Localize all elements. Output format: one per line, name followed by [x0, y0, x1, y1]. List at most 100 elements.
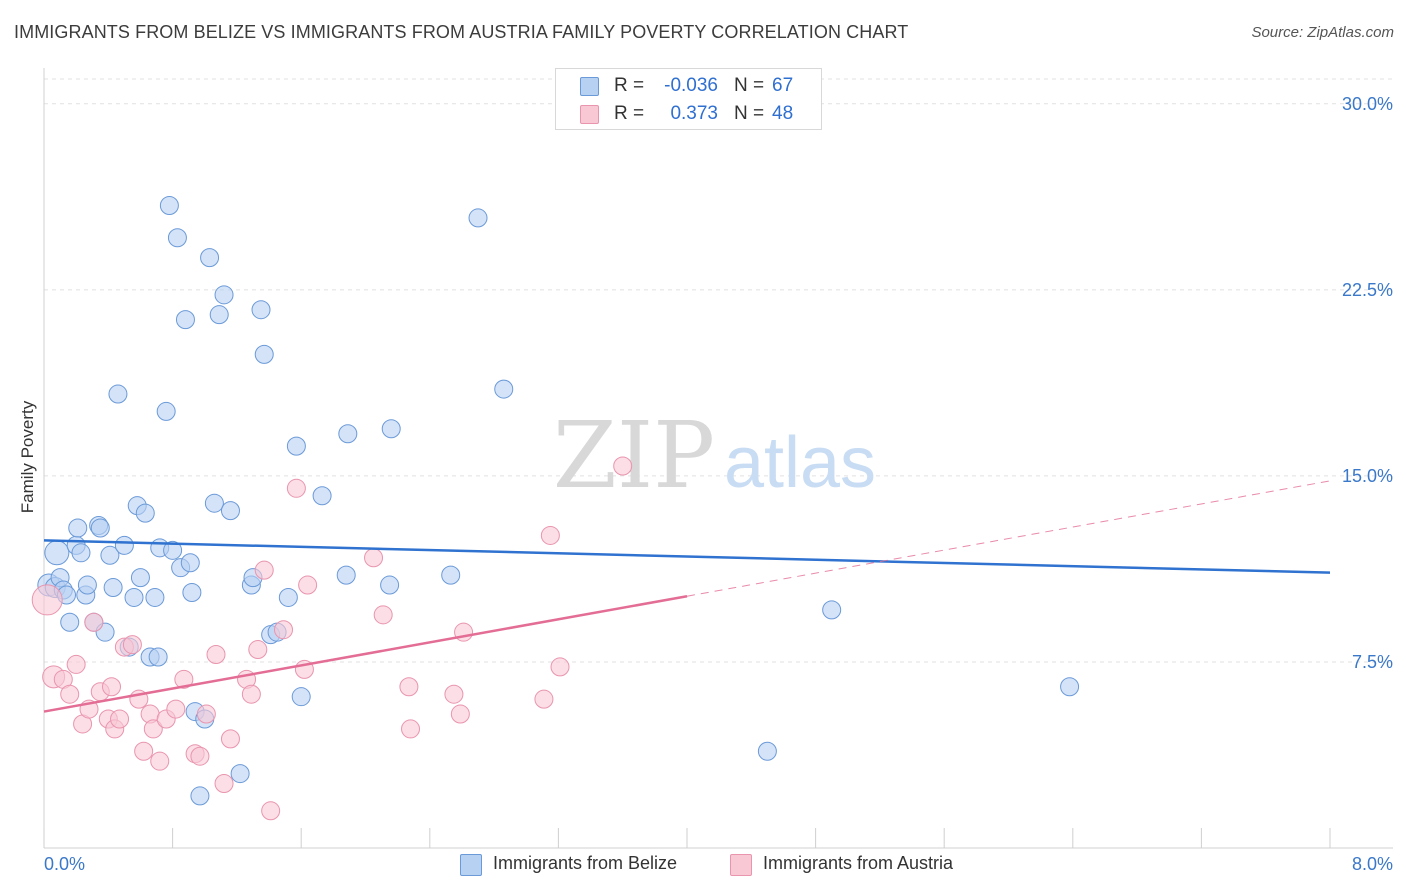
- belize-point: [338, 424, 358, 444]
- legend-r-label: R =: [614, 75, 645, 96]
- austria-point: [143, 719, 163, 739]
- belize-point: [44, 540, 70, 566]
- austria-point: [399, 677, 419, 697]
- belize-point: [220, 501, 240, 521]
- austria-point: [248, 640, 268, 660]
- belize-point: [1060, 677, 1080, 697]
- belize-point: [68, 518, 88, 538]
- austria-point: [274, 620, 294, 640]
- belize-point: [190, 786, 210, 806]
- belize-point: [204, 493, 224, 513]
- x-tick-label-max: 8.0%: [1352, 854, 1393, 874]
- austria-point: [190, 746, 210, 766]
- austria-point: [166, 699, 186, 719]
- belize-point: [312, 486, 332, 506]
- austria-point: [286, 478, 306, 498]
- belize-point: [130, 568, 150, 588]
- belize-point: [182, 582, 202, 602]
- belize-point: [822, 600, 842, 620]
- belize-point: [124, 587, 144, 607]
- belize-point: [60, 612, 80, 632]
- belize-point: [757, 741, 777, 761]
- legend-row-austria: R = 0.373 N = 48: [556, 101, 821, 127]
- source-label: Source: ZipAtlas.com: [1251, 24, 1394, 41]
- austria-point: [373, 605, 393, 625]
- chart-title: IMMIGRANTS FROM BELIZE VS IMMIGRANTS FRO…: [14, 22, 909, 42]
- points-layer: [31, 196, 1080, 821]
- austria-point: [206, 645, 226, 665]
- austria-point: [241, 684, 261, 704]
- belize-point: [71, 543, 91, 563]
- belize-point: [291, 687, 311, 707]
- legend-n-label: N =: [734, 75, 765, 96]
- legend-n-value: 48: [772, 103, 794, 124]
- belize-point: [135, 503, 155, 523]
- trend-layer: [43, 480, 1331, 713]
- belize-point: [180, 553, 200, 573]
- y-tick-label: 7.5%: [1352, 652, 1393, 672]
- legend-n-label: N =: [734, 103, 765, 124]
- belize-point: [159, 196, 179, 216]
- belize-point: [100, 545, 120, 565]
- austria-point: [150, 751, 170, 771]
- series-legend: Immigrants from Belize Immigrants from A…: [0, 852, 1406, 878]
- y-tick-label: 15.0%: [1342, 466, 1393, 486]
- austria-point: [134, 741, 154, 761]
- legend-r-label: R =: [614, 103, 645, 124]
- x-tick-label-min: 0.0%: [44, 854, 85, 874]
- austria-point: [60, 684, 80, 704]
- belize-point: [200, 248, 220, 268]
- austria-point: [613, 456, 633, 476]
- series-legend-label: Immigrants from Belize: [493, 853, 678, 873]
- tick-labels: 0.0% 8.0% 7.5% 15.0% 22.5% 30.0%: [44, 94, 1393, 874]
- series-swatch-blue: [460, 854, 482, 876]
- belize-point: [163, 540, 183, 560]
- belize-point: [254, 344, 274, 364]
- belize-point: [108, 384, 128, 404]
- austria-point: [122, 635, 142, 655]
- austria-point: [550, 657, 570, 677]
- legend-swatch-pink: [580, 105, 599, 124]
- legend-swatch-blue: [580, 77, 599, 96]
- belize-point: [230, 764, 250, 784]
- watermark: ZIP atlas: [553, 402, 876, 509]
- austria-point: [444, 684, 464, 704]
- austria-point: [220, 729, 240, 749]
- y-tick-label: 22.5%: [1342, 280, 1393, 300]
- legend-r-value: -0.036: [664, 75, 718, 96]
- belize-point: [251, 300, 271, 320]
- belize-point: [336, 565, 356, 585]
- austria-point: [84, 612, 104, 632]
- belize-trend-line: [43, 539, 1331, 574]
- austria-point: [450, 704, 470, 724]
- austria-point: [102, 677, 122, 697]
- belize-point: [468, 208, 488, 228]
- belize-point: [145, 587, 165, 607]
- belize-point: [286, 436, 306, 456]
- austria-trend-extension: [686, 480, 1331, 597]
- series-swatch-pink: [730, 854, 752, 876]
- belize-point: [114, 535, 134, 555]
- watermark-atlas: atlas: [724, 423, 876, 503]
- austria-trend-line: [43, 594, 688, 713]
- belize-point: [278, 587, 298, 607]
- legend-row-belize: R = -0.036 N = 67: [556, 73, 821, 99]
- belize-point: [148, 647, 168, 667]
- belize-point: [494, 379, 514, 399]
- legend-n-value: 67: [772, 75, 794, 96]
- belize-point: [156, 401, 176, 421]
- axis-layer: [43, 68, 1393, 849]
- austria-point: [298, 575, 318, 595]
- belize-point: [175, 310, 195, 330]
- belize-point: [380, 575, 400, 595]
- austria-point: [174, 669, 194, 689]
- austria-point: [214, 774, 234, 794]
- austria-point: [66, 654, 86, 674]
- series-legend-label: Immigrants from Austria: [763, 853, 954, 873]
- belize-point: [214, 285, 234, 305]
- belize-point: [209, 305, 229, 325]
- watermark-zip: ZIP: [553, 402, 715, 509]
- austria-point: [31, 584, 63, 616]
- belize-point: [381, 419, 401, 439]
- legend-r-value: 0.373: [670, 103, 718, 124]
